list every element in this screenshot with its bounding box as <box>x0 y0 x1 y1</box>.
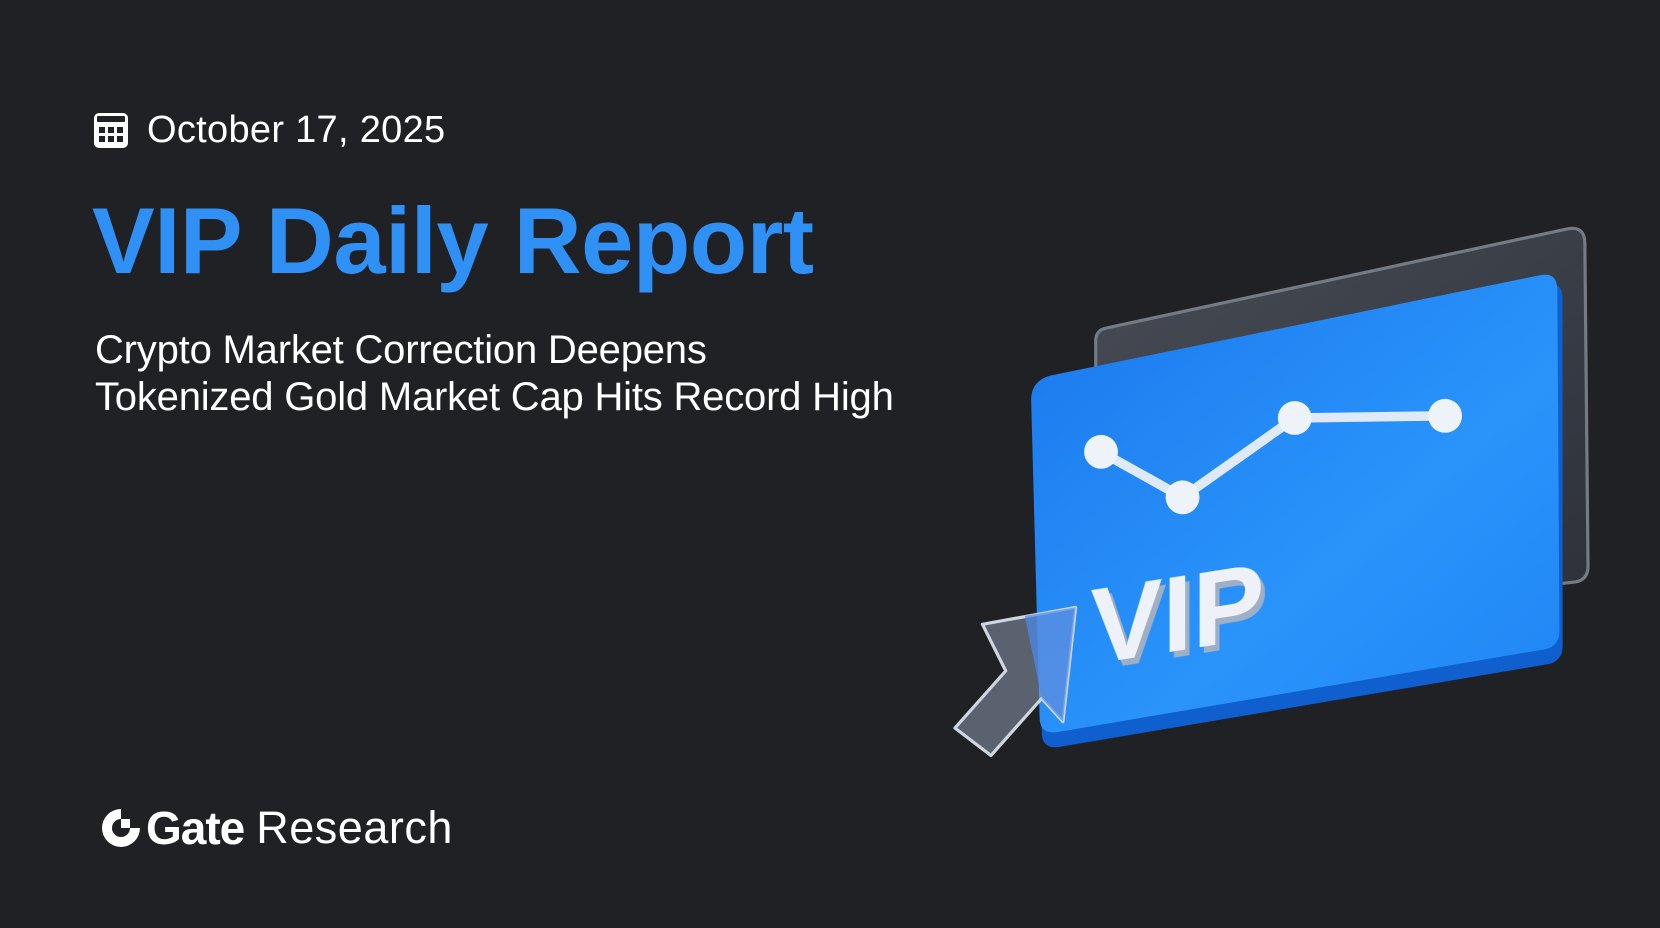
gate-logo-icon <box>102 809 140 847</box>
logo-brand: Gate <box>146 802 245 854</box>
gate-research-logo: Gate Research <box>100 800 453 856</box>
chart-line-icon <box>1084 398 1463 515</box>
logo-suffix: Research <box>256 802 453 853</box>
cursor-arrow-highlight <box>1024 607 1076 722</box>
report-date: October 17, 2025 <box>147 109 446 151</box>
date-row: October 17, 2025 <box>94 108 445 152</box>
calendar-icon <box>94 112 128 148</box>
blue-vip-card <box>1031 274 1560 733</box>
subtitle-line-2: Tokenized Gold Market Cap Hits Record Hi… <box>95 375 894 419</box>
page-title: VIP Daily Report <box>92 188 814 293</box>
vip-card-text: VIP <box>1090 541 1264 689</box>
subtitle-line-1: Crypto Market Correction Deepens <box>95 328 707 372</box>
